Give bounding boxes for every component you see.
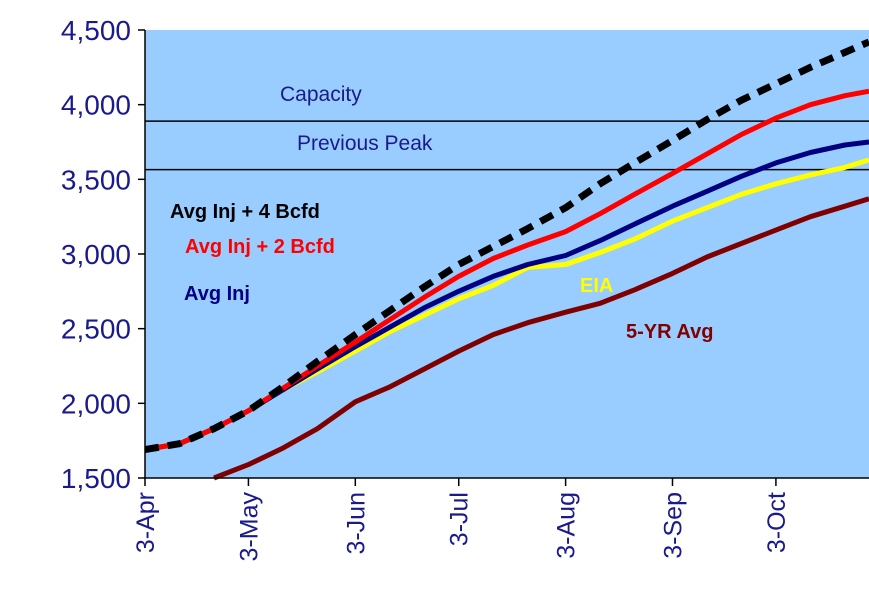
series-label: EIA [580, 275, 613, 297]
series-label: Avg Inj [184, 283, 250, 305]
x-tick-label: 3-Aug [553, 492, 581, 559]
x-tick-label: 3-May [235, 492, 263, 562]
y-ticks: 4,500 4,000 3,500 3,000 2,500 2,000 1,500 [61, 15, 145, 494]
reference-line-label: Previous Peak [297, 132, 433, 155]
x-tick-label: 3-Jul [446, 492, 474, 546]
series-label: Avg Inj + 2 Bcfd [185, 236, 335, 258]
reference-line-label: Capacity [280, 83, 362, 106]
y-tick-label: 4,000 [61, 90, 131, 121]
x-ticks: 3-Apr 3-May 3-Jun 3-Jul 3-Aug 3-Sep 3-Oct [132, 478, 791, 561]
reference-lines: Capacity Previous Peak [145, 83, 869, 171]
y-tick-label: 1,500 [61, 463, 131, 494]
series-label: 5-YR Avg [626, 321, 713, 343]
x-tick-label: 3-Apr [132, 492, 160, 553]
y-tick-label: 3,000 [61, 239, 131, 270]
series-line [144, 88, 869, 453]
series-line [213, 196, 869, 481]
y-tick-label: 2,000 [61, 388, 131, 419]
y-tick-label: 3,500 [61, 164, 131, 195]
x-tick-label: 3-Oct [763, 492, 791, 553]
series-label: Avg Inj + 4 Bcfd [170, 201, 320, 223]
x-tick-label: 3-Sep [659, 492, 687, 559]
series-lines [144, 38, 869, 481]
x-tick-label: 3-Jun [342, 492, 370, 555]
y-tick-label: 4,500 [61, 15, 131, 46]
y-tick-label: 2,500 [61, 314, 131, 345]
series-labels: Avg Inj + 4 Bcfd Avg Inj + 2 Bcfd Avg Inj E… [170, 201, 713, 343]
series-line [144, 38, 869, 454]
